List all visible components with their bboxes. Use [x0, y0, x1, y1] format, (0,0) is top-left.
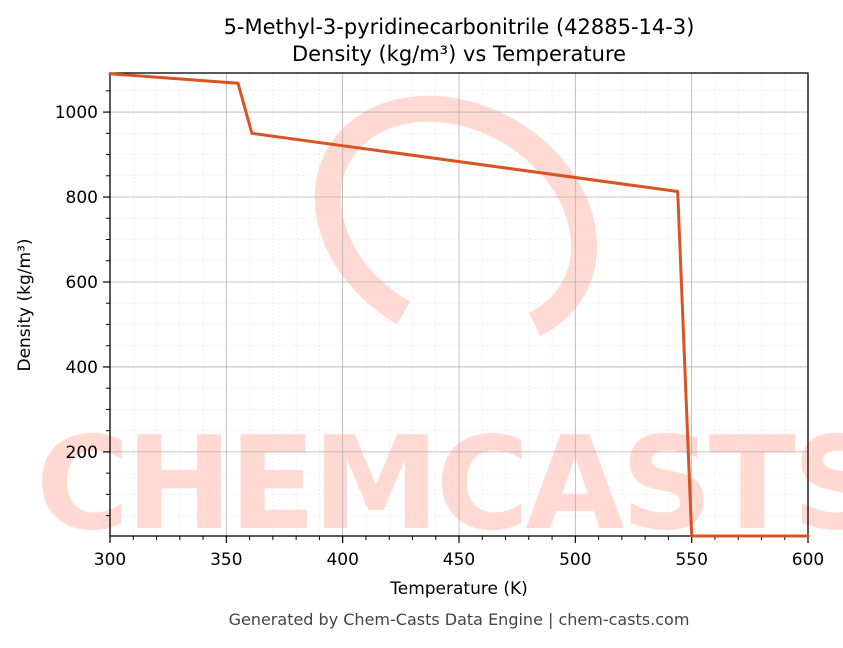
x-axis-label: Temperature (K) [389, 579, 528, 599]
chart-subtitle: Density (kg/m³) vs Temperature [292, 42, 626, 66]
x-tick-label: 600 [792, 550, 824, 570]
chart-title: 5-Methyl-3-pyridinecarbonitrile (42885-1… [224, 15, 695, 39]
x-tick-label: 500 [559, 550, 591, 570]
x-tick-label: 400 [326, 550, 358, 570]
series-group [108, 72, 810, 538]
x-tick-label: 350 [210, 550, 242, 570]
y-axis-label: Density (kg/m³) [15, 238, 35, 371]
y-tick-label: 400 [66, 358, 98, 378]
footer-credit: Generated by Chem-Casts Data Engine | ch… [229, 610, 690, 629]
y-tick-label: 800 [66, 188, 98, 208]
y-tick-label: 600 [66, 273, 98, 293]
y-tick-labels: 200 400 600 800 1000 [55, 103, 98, 463]
series-line [108, 72, 810, 538]
y-tick-label: 200 [66, 443, 98, 463]
x-tick-label: 450 [443, 550, 475, 570]
x-tick-label: 550 [675, 550, 707, 570]
major-grid [109, 73, 809, 536]
watermark-text: CHEMCASTS [36, 410, 843, 559]
x-tick-labels: 300 350 400 450 500 550 600 [94, 550, 824, 570]
y-tick-label: 1000 [55, 103, 98, 123]
watermark-logo-ring [314, 95, 598, 349]
x-tick-label: 300 [94, 550, 126, 570]
